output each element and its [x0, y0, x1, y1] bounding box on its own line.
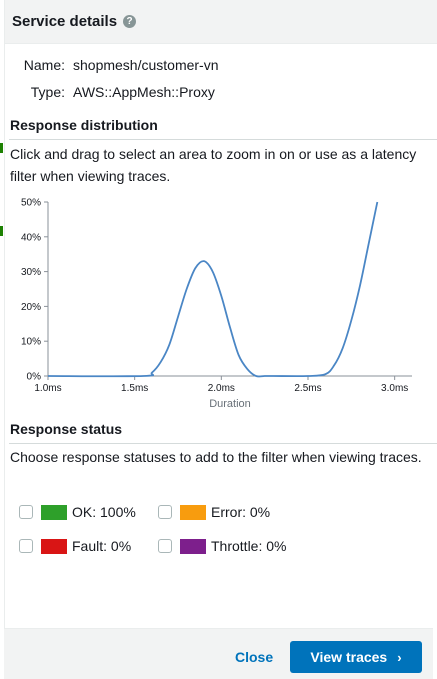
y-tick-label: 10% — [21, 337, 41, 348]
x-tick-label: 2.0ms — [208, 383, 235, 394]
sliver-mark — [0, 226, 3, 236]
fault-checkbox[interactable] — [19, 539, 33, 553]
x-tick-label: 1.5ms — [121, 383, 148, 394]
panel-footer: Close View traces › — [4, 628, 433, 679]
status-description: Choose response statuses to add to the f… — [10, 446, 430, 468]
status-fault[interactable]: Fault: 0% — [19, 538, 131, 554]
panel-header: Service details ? — [5, 0, 437, 44]
type-value: AWS::AppMesh::Proxy — [73, 84, 215, 100]
distribution-title: Response distribution — [10, 117, 158, 133]
divider — [9, 443, 437, 444]
status-error[interactable]: Error: 0% — [158, 504, 270, 520]
status-ok[interactable]: OK: 100% — [19, 504, 136, 520]
ok-label: OK: 100% — [72, 504, 136, 520]
name-value: shopmesh/customer-vn — [73, 57, 219, 73]
type-label: Type: — [5, 84, 65, 100]
throttle-swatch — [180, 539, 206, 554]
sliver-mark — [0, 143, 3, 153]
throttle-label: Throttle: 0% — [211, 538, 286, 554]
fault-label: Fault: 0% — [72, 538, 131, 554]
question-circle-icon[interactable]: ? — [123, 15, 136, 28]
y-tick-label: 40% — [21, 232, 41, 243]
name-label: Name: — [5, 57, 65, 73]
view-traces-button[interactable]: View traces › — [290, 641, 422, 673]
ok-swatch — [41, 505, 67, 520]
y-tick-label: 30% — [21, 267, 41, 278]
x-tick-label: 3.0ms — [381, 383, 408, 394]
x-tick-label: 2.5ms — [294, 383, 321, 394]
y-tick-label: 50% — [21, 198, 41, 209]
service-details-panel: Service details ? Name: shopmesh/custome… — [4, 0, 437, 679]
y-tick-label: 20% — [21, 302, 41, 313]
error-checkbox[interactable] — [158, 505, 172, 519]
series-line-0 — [48, 202, 377, 377]
status-title: Response status — [10, 421, 122, 437]
status-filter-grid: OK: 100% Error: 0% Fault: 0% Throttle: 0… — [19, 500, 419, 570]
x-axis-label: Duration — [209, 398, 251, 410]
chevron-right-icon: › — [397, 650, 401, 665]
ok-checkbox[interactable] — [19, 505, 33, 519]
distribution-description: Click and drag to select an area to zoom… — [10, 143, 430, 187]
fault-swatch — [41, 539, 67, 554]
x-tick-label: 1.0ms — [34, 383, 61, 394]
error-swatch — [180, 505, 206, 520]
divider — [9, 139, 437, 140]
view-traces-label: View traces — [310, 649, 387, 665]
y-tick-label: 0% — [27, 372, 42, 383]
error-label: Error: 0% — [211, 504, 270, 520]
panel-title: Service details — [12, 13, 117, 30]
close-button[interactable]: Close — [235, 649, 273, 665]
status-throttle[interactable]: Throttle: 0% — [158, 538, 286, 554]
throttle-checkbox[interactable] — [158, 539, 172, 553]
response-distribution-chart[interactable]: 0% 10% 20% 30% 40% 50% 1.0ms 1.5ms 2.0ms 2.5ms 3.0… — [5, 190, 437, 415]
